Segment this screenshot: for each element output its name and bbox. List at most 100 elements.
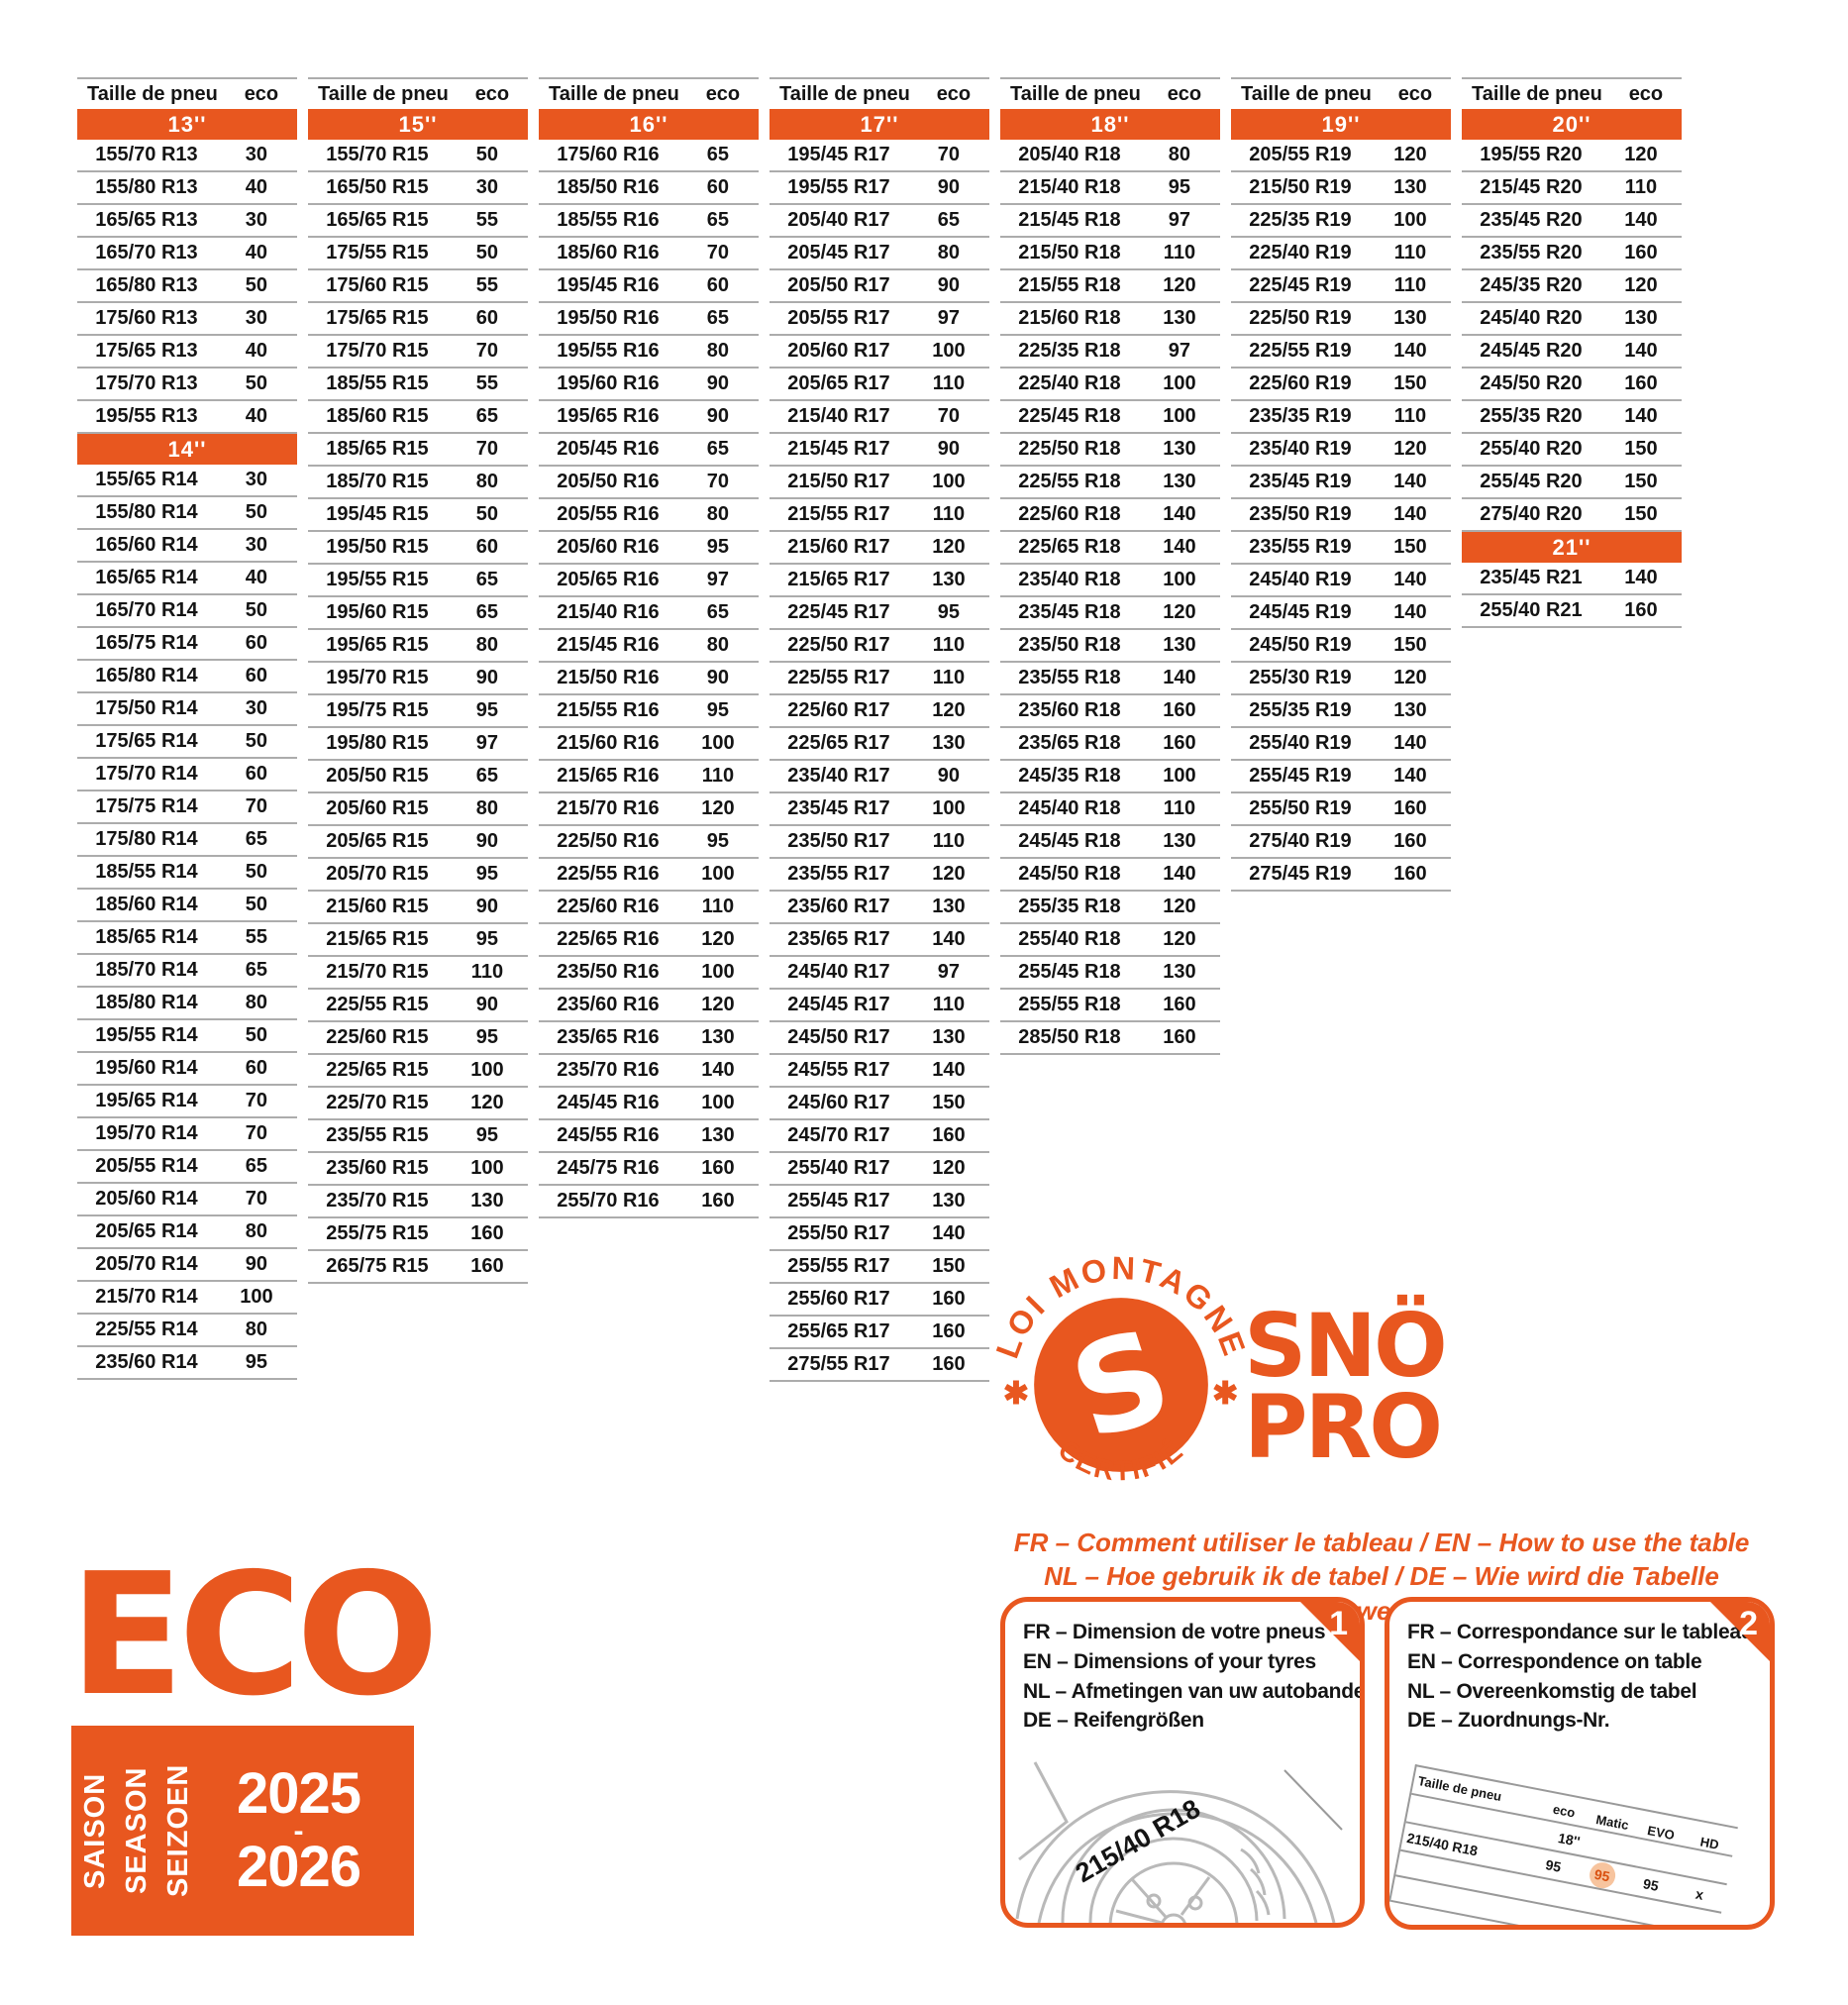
table-row: 175/60 R13 30 — [77, 303, 297, 336]
table-row: 215/70 R16 120 — [539, 793, 759, 826]
table-row: 205/65 R14 80 — [77, 1216, 297, 1249]
table-row: 265/75 R15 160 — [308, 1251, 528, 1284]
eco-value-cell: 80 — [475, 797, 499, 819]
tire-size-cell: 195/65 R16 — [557, 405, 660, 427]
table-row: 245/45 R20 140 — [1462, 336, 1682, 369]
table-row: 255/45 R20 150 — [1462, 467, 1682, 499]
table-row: 195/60 R16 90 — [539, 369, 759, 401]
table-row: 205/40 R17 65 — [770, 205, 989, 238]
table-row: 205/55 R16 80 — [539, 499, 759, 532]
season-box: SAISON SEASON SEIZOEN 2025 - 2026 — [71, 1726, 414, 1936]
tire-size-cell: 165/80 R13 — [95, 274, 198, 296]
tire-size-cell: 235/60 R15 — [326, 1157, 429, 1179]
table-row: 205/65 R15 90 — [308, 826, 528, 859]
table-row: 155/80 R14 50 — [77, 497, 297, 530]
tire-size-cell: 195/55 R13 — [95, 405, 198, 427]
table-row: 235/60 R16 120 — [539, 990, 759, 1022]
table-row: 255/55 R18 160 — [1000, 990, 1220, 1022]
table-row: 175/80 R14 65 — [77, 824, 297, 857]
table-row: 155/70 R13 30 — [77, 140, 297, 172]
table-row: 185/50 R16 60 — [539, 172, 759, 205]
table-row: 225/60 R16 110 — [539, 892, 759, 924]
table-row: 225/50 R19 130 — [1231, 303, 1451, 336]
table-row: 195/45 R17 70 — [770, 140, 989, 172]
tire-size-cell: 185/70 R14 — [95, 959, 198, 981]
table-row: 245/40 R20 130 — [1462, 303, 1682, 336]
tire-size-cell: 225/55 R15 — [326, 994, 429, 1015]
table-row: 195/75 R15 95 — [308, 695, 528, 728]
table-row: 245/40 R17 97 — [770, 957, 989, 990]
tire-size-cell: 225/55 R18 — [1018, 471, 1121, 492]
tire-size-cell: 155/65 R14 — [95, 469, 198, 490]
table-row: 225/45 R19 110 — [1231, 270, 1451, 303]
tire-size-cell: 185/60 R16 — [557, 242, 660, 264]
eco-value-cell: 90 — [475, 667, 499, 688]
eco-value-cell: 130 — [932, 896, 966, 917]
tire-size-cell: 165/70 R14 — [95, 599, 198, 621]
table-row: 235/65 R16 130 — [539, 1022, 759, 1055]
eco-value-cell: 50 — [245, 1024, 268, 1046]
table-row: 215/65 R16 110 — [539, 761, 759, 793]
tire-size-cell: 225/35 R19 — [1249, 209, 1352, 231]
table-row: 175/60 R16 65 — [539, 140, 759, 172]
table-row: 205/60 R15 80 — [308, 793, 528, 826]
table-row: 255/70 R16 160 — [539, 1186, 759, 1218]
eco-value-cell: 90 — [475, 830, 499, 852]
wheel-hub — [1161, 1913, 1186, 1923]
eco-value-cell: 160 — [1393, 863, 1427, 885]
tire-size-cell: 235/65 R16 — [557, 1026, 660, 1048]
fender-inner-arc — [1037, 1812, 1318, 1923]
eco-value-cell: 50 — [245, 372, 268, 394]
table-row: 245/60 R17 150 — [770, 1088, 989, 1120]
tire-size-cell: 195/65 R14 — [95, 1090, 198, 1111]
tire-size-cell: 215/40 R17 — [787, 405, 890, 427]
tire-size-cell: 175/80 R14 — [95, 828, 198, 850]
eco-value-cell: 110 — [701, 765, 735, 787]
eco-value-cell: 30 — [475, 176, 499, 198]
eco-value-cell: 120 — [701, 994, 735, 1015]
eco-value-cell: 120 — [470, 1092, 504, 1113]
eco-value-cell: 120 — [1163, 928, 1196, 950]
table-row: 175/70 R15 70 — [308, 336, 528, 369]
eco-value-cell: 140 — [1393, 340, 1427, 362]
table-row: 195/50 R16 65 — [539, 303, 759, 336]
table-row: 255/40 R17 120 — [770, 1153, 989, 1186]
tire-size-cell: 225/40 R18 — [1018, 372, 1121, 394]
tire-size-cell: 155/80 R13 — [95, 176, 198, 198]
table-row: 225/35 R18 97 — [1000, 336, 1220, 369]
eco-value-cell: 130 — [470, 1190, 504, 1212]
eco-value-cell: 140 — [1393, 471, 1427, 492]
table-row: 165/80 R13 50 — [77, 270, 297, 303]
table-row: 195/60 R14 60 — [77, 1053, 297, 1086]
tire-size-cell: 245/55 R16 — [557, 1124, 660, 1146]
wheel-rim — [1108, 1861, 1239, 1923]
table-row: 195/55 R15 65 — [308, 565, 528, 597]
table-row: 215/60 R16 100 — [539, 728, 759, 761]
eco-value-cell: 110 — [932, 667, 966, 688]
eco-value-cell: 110 — [932, 994, 966, 1015]
eco-value-cell: 100 — [470, 1157, 504, 1179]
table-row: 235/55 R17 120 — [770, 859, 989, 892]
eco-value-cell: 140 — [1393, 569, 1427, 590]
rim-size-bar: 16'' — [539, 109, 759, 140]
tire-size-cell: 205/55 R17 — [787, 307, 890, 329]
table-row: 255/50 R19 160 — [1231, 793, 1451, 826]
tire-size-cell: 245/50 R18 — [1018, 863, 1121, 885]
table-row: 225/60 R18 140 — [1000, 499, 1220, 532]
eco-value-cell: 160 — [1163, 699, 1196, 721]
eco-value-cell: 80 — [475, 634, 499, 656]
loi-montagne-certified-badge: S LOI MONTAGNE CERTIFIÉ ✱ ✱ — [989, 1250, 1250, 1487]
fender-arc — [1015, 1790, 1336, 1923]
table-row: 195/55 R17 90 — [770, 172, 989, 205]
tire-size-cell: 205/60 R15 — [326, 797, 429, 819]
tire-size-cell: 245/40 R20 — [1480, 307, 1583, 329]
spoke-2 — [1180, 1876, 1211, 1916]
table-row: 235/55 R15 95 — [308, 1120, 528, 1153]
eco-value-cell: 130 — [1163, 961, 1196, 983]
tire-size-cell: 205/70 R14 — [95, 1253, 198, 1275]
eco-value-cell: 70 — [937, 405, 961, 427]
tire-size-cell: 185/65 R14 — [95, 926, 198, 948]
table-row: 195/55 R20 120 — [1462, 140, 1682, 172]
tire-size-cell: 255/35 R18 — [1018, 896, 1121, 917]
tire-size-cell: 225/45 R18 — [1018, 405, 1121, 427]
